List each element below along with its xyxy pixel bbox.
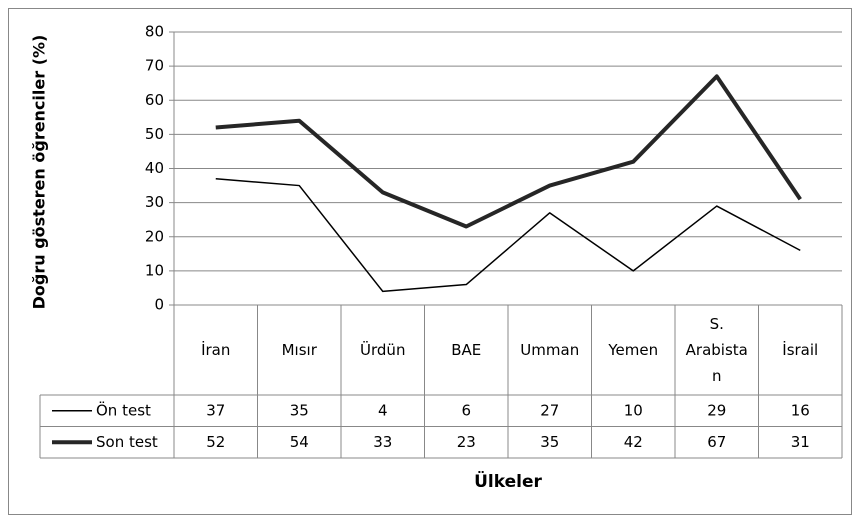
category-cell: S. Arabistan: [685, 315, 748, 385]
table-value: 54: [290, 433, 309, 451]
table-value: 23: [457, 433, 476, 451]
table-value: 31: [791, 433, 810, 451]
category-cell: Ürdün: [360, 341, 406, 359]
y-tick-label: 60: [145, 91, 164, 109]
series-line: [215, 177, 801, 293]
y-tick-label: 0: [154, 296, 164, 314]
y-tick-label: 40: [145, 159, 164, 177]
table-value: 6: [461, 401, 471, 419]
table-value: 29: [707, 401, 726, 419]
category-cell: İsrail: [782, 341, 819, 359]
chart-border: [8, 8, 852, 515]
table-value: 4: [378, 401, 388, 419]
y-tick-label: 10: [145, 261, 164, 279]
x-tick-label: Umman: [520, 341, 580, 359]
series-line: [215, 74, 802, 229]
x-tick-label: S. Arabistan: [685, 315, 748, 385]
legend-label: Son test: [96, 433, 158, 451]
category-cell: BAE: [451, 341, 482, 359]
table-value: 35: [290, 401, 309, 419]
y-tick-label: 70: [145, 57, 164, 75]
table-value: 52: [206, 433, 225, 451]
table-value: 27: [540, 401, 559, 419]
category-cell: Mısır: [281, 341, 317, 359]
y-tick-label: 20: [145, 227, 164, 245]
table-value: 37: [206, 401, 225, 419]
table-value: 35: [540, 433, 559, 451]
x-tick-label: Ürdün: [360, 341, 406, 359]
category-cell: İran: [201, 341, 231, 359]
y-tick-label: 30: [145, 193, 164, 211]
category-cell: Umman: [520, 341, 580, 359]
x-tick-label: İran: [201, 341, 231, 359]
category-cell: Yemen: [608, 341, 659, 359]
table-value: 10: [624, 401, 643, 419]
y-tick-label: 50: [145, 125, 164, 143]
x-axis-title: Ülkeler: [474, 470, 542, 492]
y-axis-title: Doğru gösteren öğrenciler (%): [30, 35, 49, 310]
table-value: 42: [624, 433, 643, 451]
x-tick-label: Mısır: [281, 341, 317, 359]
table-value: 67: [707, 433, 726, 451]
legend-label: Ön test: [96, 400, 151, 419]
table-value: 16: [791, 401, 810, 419]
y-tick-label: 80: [145, 23, 164, 41]
x-tick-label: İsrail: [782, 341, 819, 359]
x-tick-label: Yemen: [608, 341, 659, 359]
x-tick-label: BAE: [451, 341, 482, 359]
table-value: 33: [373, 433, 392, 451]
